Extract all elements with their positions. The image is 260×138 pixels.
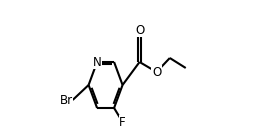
Text: F: F	[119, 116, 126, 128]
Text: Br: Br	[60, 94, 73, 107]
Text: N: N	[93, 55, 101, 68]
Text: O: O	[152, 66, 161, 79]
Text: O: O	[135, 23, 144, 36]
